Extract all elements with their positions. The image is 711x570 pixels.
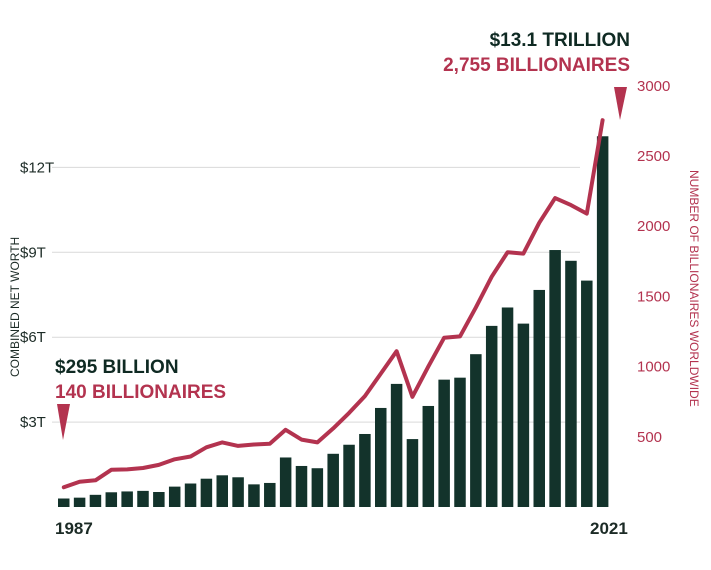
end-count-annotation: 2,755 BILLIONAIRES [443,55,630,76]
bar-1988 [73,497,86,507]
end-arrow-icon [614,87,627,120]
bar-2014 [485,325,498,507]
net-worth-bars [58,136,609,507]
bar-2002 [295,465,308,507]
left-axis-label: COMBINED NET WORTH [8,237,22,377]
x-axis-start-label: 1987 [55,519,93,538]
start-arrow-icon [57,404,70,440]
right-axis-tick: 2000 [637,218,670,235]
bar-2009 [406,439,419,507]
bar-2005 [343,444,355,507]
bar-2010 [422,405,435,507]
bar-2015 [501,307,514,507]
billionaire-count-line [61,118,605,490]
left-axis-tick: $3T [20,414,46,431]
bar-1995 [184,483,197,507]
start-count-annotation: 140 BILLIONAIRES [55,382,226,403]
right-axis-tick: 1500 [637,288,670,305]
bar-1994 [168,486,181,507]
left-axis-tick: $12T [20,159,54,176]
end-worth-annotation: $13.1 TRILLION [490,30,630,51]
bar-2003 [311,468,324,507]
bar-1993 [153,492,165,507]
bar-2008 [390,383,403,507]
bar-2018 [549,250,561,507]
bar-2017 [533,289,545,507]
bar-2013 [470,354,482,507]
bar-2006 [359,433,371,507]
bar-1998 [232,477,244,507]
bar-2021 [596,136,609,507]
bar-2001 [279,457,292,507]
bar-1997 [216,475,228,507]
right-axis-tick: 2500 [637,148,670,165]
x-axis-end-label: 2021 [590,519,628,538]
right-axis-tick: 3000 [637,78,670,95]
bar-1989 [89,494,102,507]
bar-2000 [264,482,276,507]
right-axis-label: NUMBER OF BILLIONAIRES WORLDWIDE [687,170,701,407]
bar-1987 [58,498,70,507]
start-worth-annotation: $295 BILLION [55,357,179,378]
bar-1999 [248,484,260,507]
right-axis-tick: 1000 [637,359,670,376]
left-axis-tick: $6T [20,329,46,346]
left-axis-ticks: $3T $6T $9T $12T [20,159,54,431]
bar-2019 [565,260,577,507]
bar-2011 [438,379,450,507]
bar-2012 [454,377,466,507]
bar-1992 [137,490,149,507]
right-axis-ticks: 500 1000 1500 2000 2500 3000 [637,78,670,446]
bar-1990 [105,492,118,507]
bar-2004 [327,453,339,507]
bar-1996 [200,478,213,507]
bar-2016 [517,323,530,507]
bar-1991 [121,491,133,507]
left-axis-tick: $9T [20,244,46,261]
bar-2020 [581,280,593,507]
right-axis-tick: 500 [637,429,662,446]
bar-2007 [375,407,387,507]
